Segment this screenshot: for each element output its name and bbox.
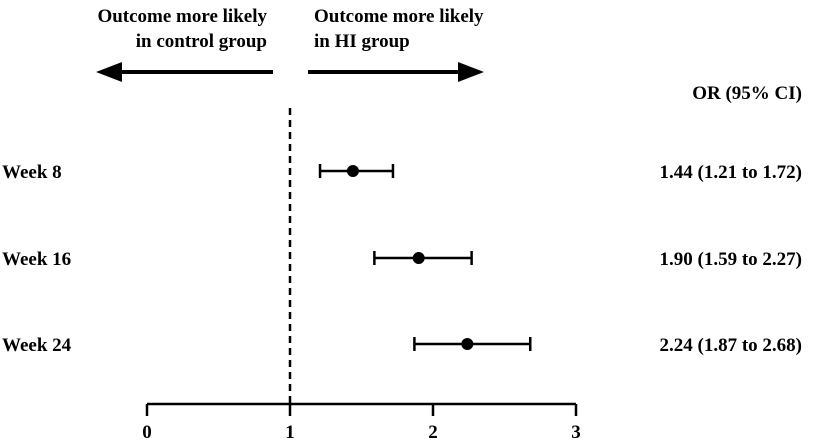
right-arrow (308, 62, 484, 82)
right-annotation-line1: Outcome more likely (314, 6, 484, 27)
row-ci-text: 2.24 (1.87 to 2.68) (660, 335, 802, 356)
point-estimate (412, 252, 425, 264)
x-tick-label: 0 (142, 422, 152, 441)
row-ci-text: 1.90 (1.59 to 2.27) (660, 249, 802, 270)
x-tick-label: 2 (428, 422, 438, 441)
forest-row: Week 16 1.90 (1.59 to 2.27) (2, 249, 802, 270)
x-tick-label: 3 (571, 422, 581, 441)
left-arrow (96, 62, 273, 82)
point-estimate (346, 165, 359, 177)
x-axis: 0 1 2 3 (142, 402, 581, 441)
x-tick-label: 1 (285, 422, 295, 441)
right-annotation-line2: in HI group (314, 31, 410, 52)
row-label: Week 16 (2, 249, 71, 270)
ci-column-header: OR (95% CI) (692, 83, 802, 104)
row-label: Week 8 (2, 162, 62, 183)
forest-rows: Week 8 1.44 (1.21 to 1.72) Week 16 1.90 (1.… (2, 162, 802, 356)
left-annotation-line2: in control group (136, 31, 267, 52)
forest-row: Week 24 2.24 (1.87 to 2.68) (2, 335, 802, 356)
row-ci-text: 1.44 (1.21 to 1.72) (660, 162, 802, 183)
left-annotation-line1: Outcome more likely (97, 6, 267, 27)
row-label: Week 24 (2, 335, 72, 356)
forest-row: Week 8 1.44 (1.21 to 1.72) (2, 162, 802, 183)
point-estimate (461, 338, 474, 350)
